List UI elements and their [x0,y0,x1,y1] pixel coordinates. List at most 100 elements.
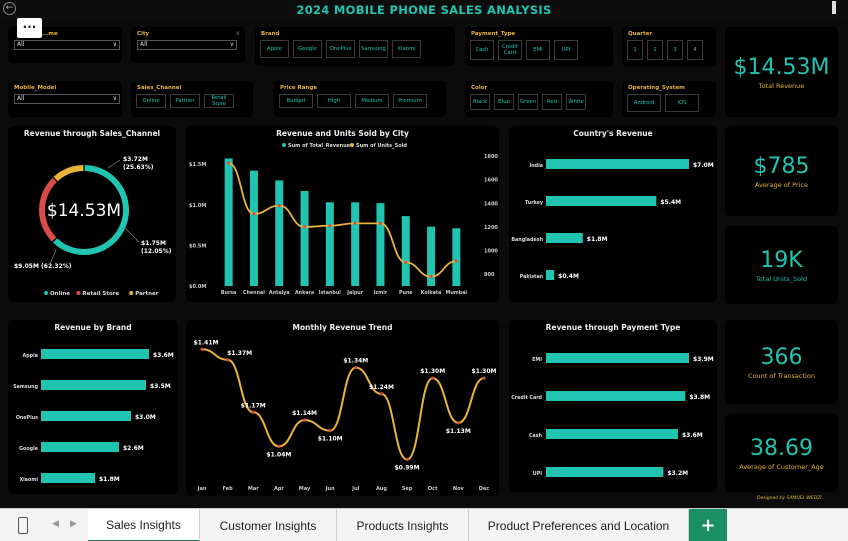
price-option-button[interactable]: Budget [279,94,313,108]
channel-slicer[interactable]: Sales_Channel Online Partner Retail Store [131,81,253,117]
os-option-button[interactable]: iOS [665,94,699,112]
city-dropdown[interactable]: All ∨ [137,40,237,50]
x-tick-label: Bursa [221,290,237,296]
data-label: $0.4M [558,273,579,280]
revenue-bar [41,411,131,421]
monthly-panel[interactable]: Monthly Revenue Trend $1.41M Jan $1.37M Feb… [186,320,499,496]
panel-title: Country's Revenue [573,129,653,138]
payment-option-button[interactable]: Credit Card [498,40,522,60]
mobile-layout-icon[interactable] [18,517,28,534]
quarter-option-button[interactable]: 1 [627,40,643,60]
model-dropdown[interactable]: All ∨ [14,94,120,104]
channel-option-button[interactable]: Online [136,94,166,108]
chevron-left-icon[interactable]: ◀ [52,519,59,529]
tab-product-preferences[interactable]: Product Preferences and Location [469,509,689,541]
monthly-revenue-point [354,366,358,370]
city-panel[interactable]: Revenue and Units Sold by City Sum of To… [186,126,499,302]
color-option-button[interactable]: White [566,94,586,110]
category-label: EMI [532,357,542,363]
payment-option-button[interactable]: EMI [526,40,550,60]
name-dropdown[interactable]: All ∨ [14,40,120,50]
brand-option-button[interactable]: Google [293,40,322,58]
back-arrow-icon[interactable]: ← [3,2,16,15]
category-label: Google [19,446,39,452]
chevron-down-icon[interactable]: ∨ [235,30,240,37]
y-tick-label: $0.0M [189,284,206,290]
x-tick-label: May [299,486,311,492]
model-slicer[interactable]: Mobile_Model All ∨ [8,81,122,117]
quarter-option-button[interactable]: 3 [667,40,683,60]
os-options: Android iOS [627,94,699,112]
data-label: $1.30M [472,368,497,375]
payment-bar-chart[interactable]: EMI $3.9M Credit Card $3.8M Cash $3.6M UPI $3.2… [509,320,717,492]
scroll-indicator[interactable] [832,1,836,14]
leader-line [124,227,140,243]
brand-option-button[interactable]: Samsung [359,40,388,58]
x-tick-label: Dec [479,486,490,492]
monthly-revenue-point [431,376,435,380]
payment-option-button[interactable]: UPI [554,40,578,60]
channel-options: Online Partner Retail Store [136,94,234,108]
data-label-percent: (25.63%) [123,164,154,171]
monthly-line-chart[interactable]: $1.41M Jan $1.37M Feb $1.17M Mar $1.04M Apr $1.1… [186,320,499,496]
price-option-button[interactable]: Medium [355,94,389,108]
city-revenue-bar [427,226,436,286]
os-slicer[interactable]: Operating_System Android iOS [622,81,716,117]
category-label: India [529,163,543,169]
brand-slicer[interactable]: Brand Apple Google OnePlus Samsung Xiaomi [255,27,455,66]
channel-option-button[interactable]: Retail Store [204,94,234,108]
city-slicer[interactable]: City ∨ All ∨ [131,27,245,63]
payment-panel[interactable]: Revenue through Payment Type EMI $3.9M Cre… [509,320,717,492]
quarter-option-button[interactable]: 2 [647,40,663,60]
country-panel[interactable]: Country's Revenue India $7.0M Turkey $5.4M B… [509,126,717,302]
price-slicer[interactable]: Price Range Budget High Medium Premium [274,81,446,117]
x-tick-label: Jan [197,486,207,492]
sales-channel-panel[interactable]: Revenue through Sales_Channel $14.53M $3.… [8,126,176,302]
brand-bar-chart[interactable]: Apple $3.6M Samsung $3.5M OnePlus $3.0M Google… [8,320,178,494]
sales-channel-donut-chart[interactable]: $14.53M $3.72M(25.63%) $1.75M(12.05%) $9.05… [8,126,176,302]
color-option-button[interactable]: Blue [494,94,514,110]
brand-option-button[interactable]: Apple [260,40,289,58]
page-tabs-bar: ◀ ▶ Sales Insights Customer Insights Pro… [0,508,848,541]
tab-products-insights[interactable]: Products Insights [337,509,469,541]
donut-center-value: $14.53M [47,201,121,221]
units-sold-point [328,224,332,228]
price-option-button[interactable]: Premium [393,94,427,108]
category-label: Xiaomi [19,477,38,483]
quarter-option-button[interactable]: 4 [687,40,703,60]
category-label: Turkey [525,200,544,206]
city-revenue-bar [275,180,284,286]
color-option-button[interactable]: Green [518,94,538,110]
monthly-revenue-point [379,392,384,396]
slicer-label: Quarter [628,31,653,37]
city-combo-chart[interactable]: Sum of Total_Revenue Sum of Units_Sold $0.… [186,126,499,302]
tab-sales-insights[interactable]: Sales Insights [88,509,200,541]
channel-option-button[interactable]: Partner [170,94,200,108]
color-slicer[interactable]: Color Black Blue Green Red White [465,81,613,117]
add-page-button[interactable]: + [689,509,727,541]
data-label: $7.0M [693,162,714,169]
color-option-button[interactable]: Red [542,94,562,110]
more-options-button[interactable]: ... [17,18,42,38]
brand-panel[interactable]: Revenue by Brand Apple $3.6M Samsung $3.5M O… [8,320,178,494]
payment-option-button[interactable]: Cash [470,40,494,60]
data-label: $1.34M [343,358,368,365]
data-label: $1.10M [318,436,343,443]
payment-slicer[interactable]: Payment_Type Cash Credit Card EMI UPI [465,27,613,66]
country-bar-chart[interactable]: India $7.0M Turkey $5.4M Bangladesh $1.8M Paki… [509,126,717,302]
avg-price-card: $785 Average of Price [725,126,838,216]
monthly-revenue-point [251,410,255,414]
brand-option-button[interactable]: Xiaomi [392,40,421,58]
city-revenue-bar [401,216,410,286]
panel-title: Revenue through Payment Type [545,323,681,332]
tab-customer-insights[interactable]: Customer Insights [200,509,337,541]
data-label: $1.8M [587,236,608,243]
os-option-button[interactable]: Android [627,94,661,112]
price-option-button[interactable]: High [317,94,351,108]
report-header: ← 2024 MOBILE PHONE SALES ANALYSIS [0,0,848,20]
color-option-button[interactable]: Black [470,94,490,110]
brand-option-button[interactable]: OnePlus [326,40,355,58]
chevron-right-icon[interactable]: ▶ [70,519,77,529]
